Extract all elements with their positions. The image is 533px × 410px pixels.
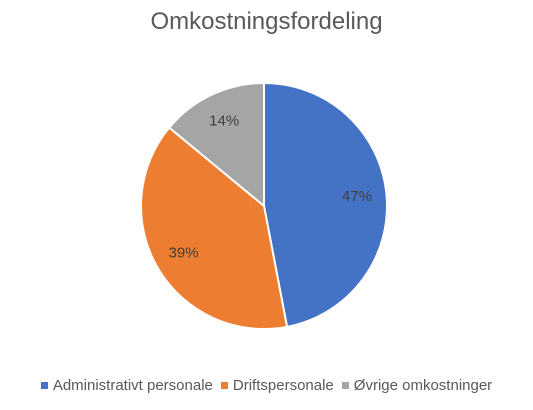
legend-label-ovrige-omkostninger: Øvrige omkostninger (353, 377, 493, 394)
legend-label-driftspersonale: Driftspersonale (232, 377, 334, 394)
data-label-ovrige-omkostninger: 14% (209, 112, 239, 129)
chart-title: Omkostningsfordeling (150, 8, 383, 35)
data-label-driftspersonale: 39% (169, 245, 199, 262)
legend-item-ovrige-omkostninger: Øvrige omkostninger (341, 377, 493, 394)
legend-item-driftspersonale: Driftspersonale (220, 377, 334, 394)
pie-slice-driftspersonale (140, 126, 289, 330)
data-label-administrativt-personale: 47% (342, 188, 372, 205)
legend-swatch-driftspersonale (220, 382, 228, 389)
legend-label-administrativt-personale: Administrativt personale (52, 377, 213, 394)
legend-swatch-administrativt-personale (40, 382, 48, 389)
pie-slice-ovrige-omkostninger (168, 82, 265, 207)
pie-slice-administrativt-personale (263, 82, 388, 328)
legend-swatch-ovrige-omkostninger (341, 382, 349, 389)
legend-item-administrativt-personale: Administrativt personale (40, 377, 213, 394)
pie-chart: 47% 39% 14% (140, 82, 388, 330)
legend: Administrativt personale Driftspersonale… (0, 377, 533, 394)
